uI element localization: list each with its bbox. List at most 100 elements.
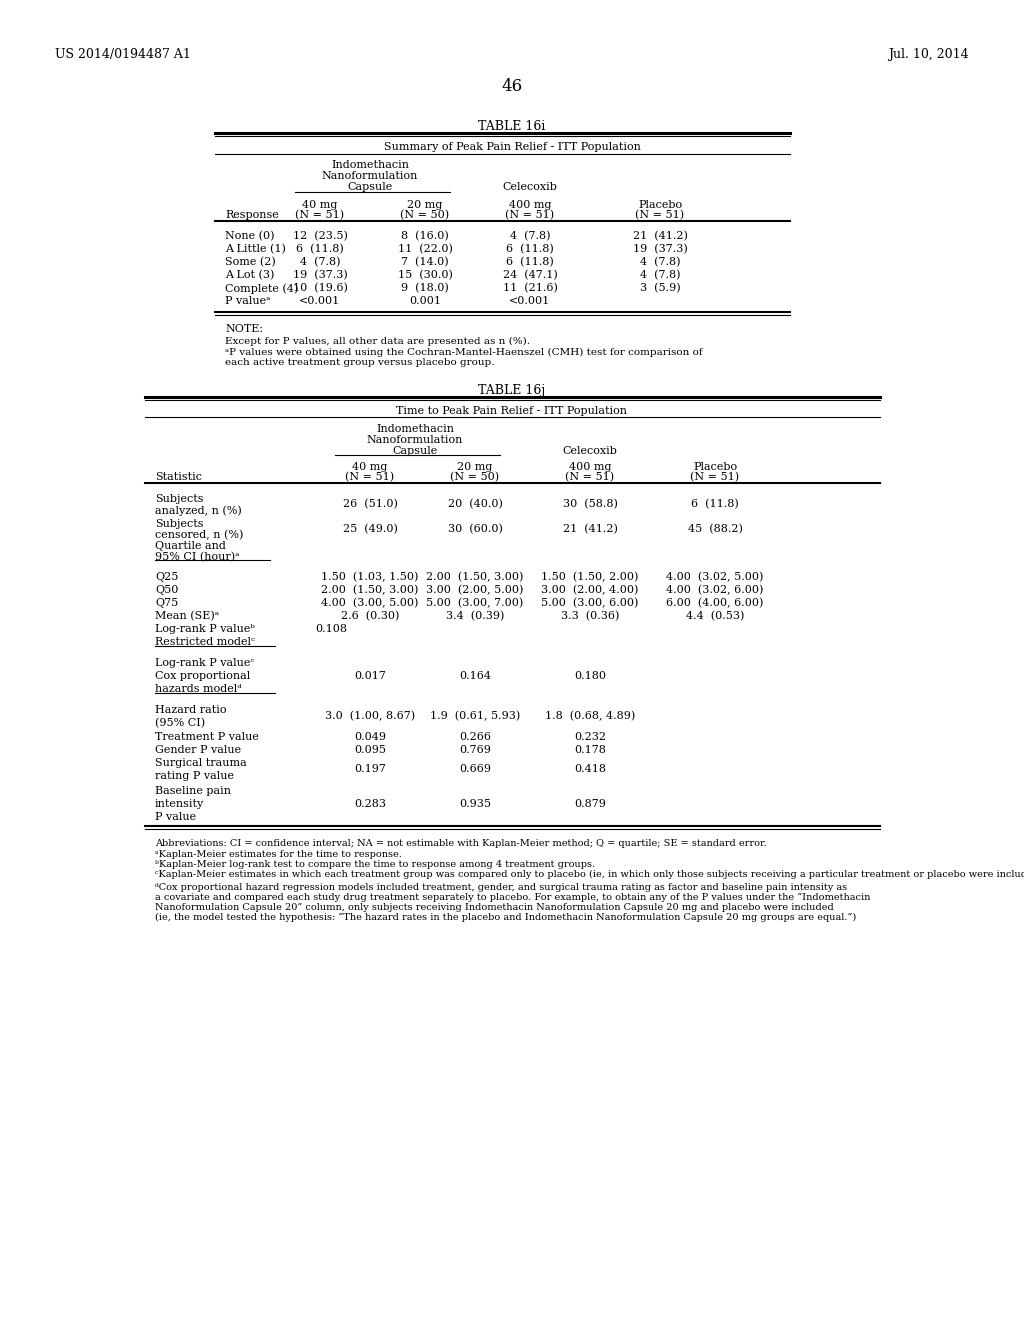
Text: 45  (88.2): 45 (88.2) — [687, 524, 742, 535]
Text: Nanoformulation Capsule 20” column, only subjects receiving Indomethacin Nanofor: Nanoformulation Capsule 20” column, only… — [155, 903, 834, 912]
Text: 7  (14.0): 7 (14.0) — [401, 257, 449, 268]
Text: 30  (60.0): 30 (60.0) — [447, 524, 503, 535]
Text: 0.418: 0.418 — [574, 764, 606, 774]
Text: Mean (SE)ᵃ: Mean (SE)ᵃ — [155, 611, 219, 622]
Text: 10  (19.6): 10 (19.6) — [293, 282, 347, 293]
Text: 5.00  (3.00, 6.00): 5.00 (3.00, 6.00) — [542, 598, 639, 609]
Text: 0.283: 0.283 — [354, 799, 386, 809]
Text: 0.232: 0.232 — [574, 733, 606, 742]
Text: <0.001: <0.001 — [299, 296, 341, 306]
Text: 6  (11.8): 6 (11.8) — [506, 244, 554, 255]
Text: ᵇKaplan-Meier log-rank test to compare the time to response among 4 treatment gr: ᵇKaplan-Meier log-rank test to compare t… — [155, 861, 595, 869]
Text: Subjects: Subjects — [155, 494, 204, 504]
Text: TABLE 16j: TABLE 16j — [478, 384, 546, 397]
Text: 19  (37.3): 19 (37.3) — [633, 244, 687, 255]
Text: 24  (47.1): 24 (47.1) — [503, 271, 557, 280]
Text: 0.049: 0.049 — [354, 733, 386, 742]
Text: rating P value: rating P value — [155, 771, 234, 781]
Text: Cox proportional: Cox proportional — [155, 671, 250, 681]
Text: Restricted modelᶜ: Restricted modelᶜ — [155, 638, 255, 647]
Text: (N = 51): (N = 51) — [506, 210, 555, 220]
Text: 2.00  (1.50, 3.00): 2.00 (1.50, 3.00) — [426, 572, 523, 582]
Text: Gender P value: Gender P value — [155, 744, 241, 755]
Text: 4  (7.8): 4 (7.8) — [640, 257, 680, 268]
Text: 4.00  (3.02, 5.00): 4.00 (3.02, 5.00) — [667, 572, 764, 582]
Text: <0.001: <0.001 — [509, 296, 551, 306]
Text: A Little (1): A Little (1) — [225, 244, 286, 255]
Text: 4  (7.8): 4 (7.8) — [300, 257, 340, 268]
Text: Abbreviations: CI = confidence interval; NA = not estimable with Kaplan-Meier me: Abbreviations: CI = confidence interval;… — [155, 840, 767, 847]
Text: (N = 51): (N = 51) — [690, 473, 739, 482]
Text: 20 mg: 20 mg — [458, 462, 493, 473]
Text: Time to Peak Pain Relief - ITT Population: Time to Peak Pain Relief - ITT Populatio… — [396, 407, 628, 416]
Text: 1.8  (0.68, 4.89): 1.8 (0.68, 4.89) — [545, 711, 635, 721]
Text: Hazard ratio: Hazard ratio — [155, 705, 226, 715]
Text: NOTE:: NOTE: — [225, 323, 263, 334]
Text: 46: 46 — [502, 78, 522, 95]
Text: 0.017: 0.017 — [354, 671, 386, 681]
Text: Celecoxib: Celecoxib — [562, 446, 617, 455]
Text: 4.00  (3.00, 5.00): 4.00 (3.00, 5.00) — [322, 598, 419, 609]
Text: None (0): None (0) — [225, 231, 274, 242]
Text: ᶜKaplan-Meier estimates in which each treatment group was compared only to place: ᶜKaplan-Meier estimates in which each tr… — [155, 870, 1024, 879]
Text: 12  (23.5): 12 (23.5) — [293, 231, 347, 242]
Text: 0.879: 0.879 — [574, 799, 606, 809]
Text: hazards modelᵈ: hazards modelᵈ — [155, 684, 242, 694]
Text: 2.00  (1.50, 3.00): 2.00 (1.50, 3.00) — [322, 585, 419, 595]
Text: ᵃP values were obtained using the Cochran-Mantel-Haenszel (CMH) test for compari: ᵃP values were obtained using the Cochra… — [225, 348, 702, 358]
Text: Celecoxib: Celecoxib — [503, 182, 557, 191]
Text: P value: P value — [155, 812, 197, 822]
Text: 0.197: 0.197 — [354, 764, 386, 774]
Text: intensity: intensity — [155, 799, 204, 809]
Text: 0.669: 0.669 — [459, 764, 490, 774]
Text: US 2014/0194487 A1: US 2014/0194487 A1 — [55, 48, 190, 61]
Text: 5.00  (3.00, 7.00): 5.00 (3.00, 7.00) — [426, 598, 523, 609]
Text: ᵃKaplan-Meier estimates for the time to response.: ᵃKaplan-Meier estimates for the time to … — [155, 850, 401, 859]
Text: 0.001: 0.001 — [409, 296, 441, 306]
Text: 6  (11.8): 6 (11.8) — [296, 244, 344, 255]
Text: (N = 50): (N = 50) — [400, 210, 450, 220]
Text: 1.9  (0.61, 5.93): 1.9 (0.61, 5.93) — [430, 711, 520, 721]
Text: (ie, the model tested the hypothesis: “The hazard rates in the placebo and Indom: (ie, the model tested the hypothesis: “T… — [155, 913, 856, 923]
Text: Q25: Q25 — [155, 572, 178, 582]
Text: censored, n (%): censored, n (%) — [155, 531, 244, 540]
Text: 0.095: 0.095 — [354, 744, 386, 755]
Text: 400 mg: 400 mg — [509, 201, 551, 210]
Text: Subjects: Subjects — [155, 519, 204, 529]
Text: A Lot (3): A Lot (3) — [225, 271, 274, 280]
Text: Q75: Q75 — [155, 598, 178, 609]
Text: 20 mg: 20 mg — [408, 201, 442, 210]
Text: Placebo: Placebo — [638, 201, 682, 210]
Text: TABLE 16i: TABLE 16i — [478, 120, 546, 133]
Text: 21  (41.2): 21 (41.2) — [633, 231, 687, 242]
Text: 0.180: 0.180 — [574, 671, 606, 681]
Text: 4  (7.8): 4 (7.8) — [510, 231, 550, 242]
Text: 4.4  (0.53): 4.4 (0.53) — [686, 611, 744, 622]
Text: 3.0  (1.00, 8.67): 3.0 (1.00, 8.67) — [325, 711, 415, 721]
Text: 11  (21.6): 11 (21.6) — [503, 282, 557, 293]
Text: 0.178: 0.178 — [574, 744, 606, 755]
Text: P valueᵃ: P valueᵃ — [225, 296, 270, 306]
Text: Indomethacin: Indomethacin — [331, 160, 409, 170]
Text: Q50: Q50 — [155, 585, 178, 595]
Text: 11  (22.0): 11 (22.0) — [397, 244, 453, 255]
Text: Capsule: Capsule — [392, 446, 437, 455]
Text: 0.266: 0.266 — [459, 733, 490, 742]
Text: 0.769: 0.769 — [459, 744, 490, 755]
Text: 4  (7.8): 4 (7.8) — [640, 271, 680, 280]
Text: 3.4  (0.39): 3.4 (0.39) — [445, 611, 504, 622]
Text: 0.108: 0.108 — [315, 624, 347, 634]
Text: 3.00  (2.00, 4.00): 3.00 (2.00, 4.00) — [542, 585, 639, 595]
Text: Quartile and: Quartile and — [155, 541, 226, 550]
Text: 6.00  (4.00, 6.00): 6.00 (4.00, 6.00) — [667, 598, 764, 609]
Text: (N = 51): (N = 51) — [296, 210, 344, 220]
Text: Log-rank P valueᶜ: Log-rank P valueᶜ — [155, 657, 254, 668]
Text: (95% CI): (95% CI) — [155, 718, 205, 729]
Text: 8  (16.0): 8 (16.0) — [401, 231, 449, 242]
Text: Treatment P value: Treatment P value — [155, 733, 259, 742]
Text: 40 mg: 40 mg — [352, 462, 388, 473]
Text: Except for P values, all other data are presented as n (%).: Except for P values, all other data are … — [225, 337, 530, 346]
Text: (N = 51): (N = 51) — [636, 210, 685, 220]
Text: 4.00  (3.02, 6.00): 4.00 (3.02, 6.00) — [667, 585, 764, 595]
Text: 1.50  (1.50, 2.00): 1.50 (1.50, 2.00) — [542, 572, 639, 582]
